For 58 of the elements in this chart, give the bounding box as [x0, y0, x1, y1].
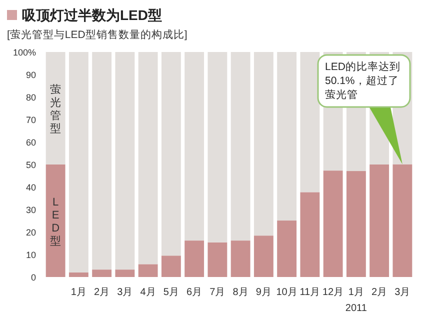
y-tick-label: 60: [26, 138, 36, 148]
x-tick-label: 1月: [348, 287, 364, 298]
bar: [254, 236, 274, 277]
bar: [46, 164, 66, 277]
bar: [68, 272, 88, 277]
bar: [230, 52, 250, 241]
y-tick-label: 90: [26, 70, 36, 80]
x-tick-label: 3月: [117, 287, 133, 298]
bar: [115, 52, 135, 270]
bar: [92, 52, 112, 270]
bar: [92, 270, 112, 277]
bar: [300, 52, 320, 192]
x-tick-label: 10月: [276, 287, 298, 298]
x-tick-label: 11月: [300, 287, 320, 298]
bar: [138, 264, 158, 277]
bar: [68, 52, 88, 272]
x-tick-label: 4月: [140, 287, 156, 298]
x-tick-label: 9月: [256, 287, 272, 298]
x-tick-label: 8月: [232, 287, 248, 298]
y-tick-label: 40: [26, 182, 36, 192]
series-label: 萤光管型: [50, 82, 62, 135]
x-tick-label: 2月: [372, 287, 388, 298]
y-tick-label: 30: [26, 205, 36, 215]
x-tick-label: 2月: [94, 287, 110, 298]
x-tick-label: 6月: [186, 287, 202, 298]
bar: [184, 52, 204, 241]
bar: [161, 256, 181, 277]
bar: [230, 240, 250, 277]
bar: [254, 52, 274, 236]
y-tick-label: 50: [26, 160, 36, 170]
bar: [161, 52, 181, 256]
x-tick-label: 3月: [394, 287, 410, 298]
chart-title: 吸顶灯过半数为LED型: [22, 7, 162, 23]
text: 2011: [345, 303, 368, 314]
y-tick-label: 20: [26, 228, 36, 238]
bar: [138, 52, 158, 264]
y-tick-label: 100%: [12, 48, 36, 58]
x-tick-label: 5月: [163, 287, 179, 298]
x-tick-label: 7月: [210, 287, 226, 298]
bar: [277, 52, 297, 221]
bar: [208, 52, 228, 242]
x-tick-label: 12月: [322, 287, 344, 298]
y-tick-label: 80: [26, 92, 36, 102]
y-tick-label: 70: [26, 115, 36, 125]
bar: [300, 192, 320, 277]
bar: [46, 52, 66, 164]
x-tick-label: 1月: [70, 287, 86, 298]
y-tick-label: 0: [30, 272, 36, 282]
bar: [323, 170, 343, 277]
bar: [208, 242, 228, 277]
annotation: LED的比率达到50.1%，超过了萤光管: [325, 60, 400, 101]
bar: [115, 270, 135, 277]
bar: [184, 240, 204, 277]
chart-subtitle: [萤光管型与LED型销售数量的构成比]: [7, 28, 188, 41]
bar: [277, 220, 297, 277]
series-label: LED型: [50, 196, 62, 248]
bar: [346, 171, 366, 277]
y-tick-label: 10: [26, 250, 36, 260]
